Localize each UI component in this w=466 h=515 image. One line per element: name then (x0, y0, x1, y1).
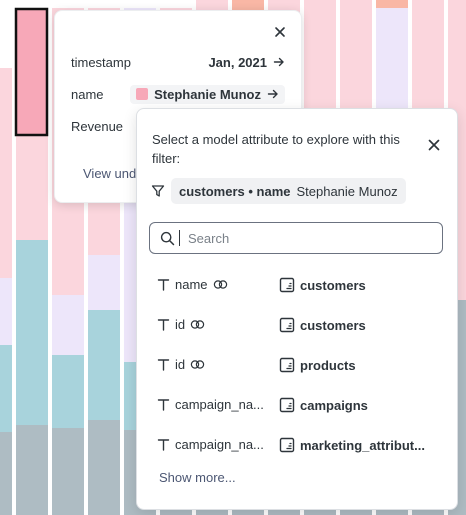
attribute-list-item[interactable]: id customers (137, 304, 457, 344)
attribute: campaign_na... (157, 437, 269, 452)
model-name: marketing_attribut... (300, 437, 425, 453)
attribute-list-item[interactable]: campaign_na... campaigns (137, 384, 457, 424)
filter-icon (151, 185, 165, 197)
link-icon (190, 360, 205, 369)
text-type-icon (157, 439, 170, 451)
show-more-link[interactable]: Show more... (159, 470, 236, 485)
attribute: name (157, 277, 269, 292)
tooltip-row-name: name Stephanie Munoz (71, 83, 285, 105)
model: customers (279, 277, 439, 293)
attribute: campaign_na... (157, 397, 269, 412)
tooltip-value-link[interactable]: Stephanie Munoz (130, 84, 285, 104)
model-name: customers (300, 317, 366, 333)
model: campaigns (279, 397, 439, 413)
tooltip-key: name (71, 86, 104, 102)
text-caret (179, 230, 180, 246)
bar-segment[interactable] (52, 355, 84, 428)
tooltip-value: Jan, 2021 (208, 54, 267, 70)
attribute: id (157, 317, 269, 332)
model: customers (279, 317, 439, 333)
close-icon[interactable] (427, 138, 441, 152)
tooltip-value: Stephanie Munoz (154, 86, 261, 102)
tooltip-value-link[interactable]: Jan, 2021 (208, 55, 285, 70)
bar-segment[interactable] (52, 428, 84, 515)
model: products (279, 357, 439, 373)
text-type-icon (157, 359, 170, 371)
bar-segment[interactable] (0, 432, 12, 515)
model-table-icon (279, 317, 295, 333)
model-name: campaigns (300, 397, 368, 413)
bar-segment[interactable] (88, 310, 120, 420)
bar-segment[interactable] (88, 420, 120, 515)
selected-bar-segment[interactable] (14, 7, 49, 137)
attribute: id (157, 357, 269, 372)
bar-segment[interactable] (0, 278, 12, 345)
tooltip-row-timestamp: timestamp Jan, 2021 (71, 51, 285, 73)
model-table-icon (279, 357, 295, 373)
model-name: customers (300, 277, 366, 293)
attribute-name: campaign_na... (175, 397, 264, 412)
attribute-name: campaign_na... (175, 437, 264, 452)
attribute-name: id (175, 357, 186, 372)
active-filter: customers • name Stephanie Munoz (151, 178, 406, 204)
series-color-swatch (136, 88, 149, 100)
tooltip-key: timestamp (71, 54, 131, 70)
bar-segment[interactable] (16, 240, 48, 425)
view-underlying-link[interactable]: View und (83, 166, 137, 181)
attribute-list-item[interactable]: name customers (137, 264, 457, 304)
filter-label: customers • name (179, 183, 291, 199)
filter-pill: customers • name Stephanie Munoz (171, 178, 406, 204)
explore-prompt: Select a model attribute to explore with… (152, 132, 400, 166)
text-type-icon (157, 319, 170, 331)
bar-segment[interactable] (52, 295, 84, 355)
filter-value: Stephanie Munoz (296, 183, 398, 199)
tooltip-key: Revenue (71, 118, 124, 134)
close-icon[interactable] (273, 25, 287, 39)
link-icon (190, 320, 205, 329)
arrow-right-icon (273, 57, 284, 67)
text-type-icon (157, 279, 170, 291)
attribute-name: id (175, 317, 186, 332)
bar-segment[interactable] (16, 425, 48, 515)
model: marketing_attribut... (279, 437, 439, 453)
attribute-name: name (175, 277, 208, 292)
explore-filter-popover: Select a model attribute to explore with… (136, 108, 458, 510)
bar-segment[interactable] (0, 345, 12, 432)
search-input[interactable] (186, 229, 430, 247)
text-type-icon (157, 399, 170, 411)
bar-segment[interactable] (376, 0, 408, 8)
attribute-list-item[interactable]: campaign_na... marketing_attribut... (137, 424, 457, 464)
link-icon (213, 280, 227, 289)
search-box[interactable] (149, 222, 443, 254)
model-table-icon (279, 397, 295, 413)
bar-segment[interactable] (88, 255, 120, 310)
bar-segment[interactable] (0, 68, 12, 278)
search-icon (160, 231, 175, 245)
model-table-icon (279, 437, 295, 453)
attribute-list: name customers id customers id products campai… (137, 264, 457, 464)
arrow-right-icon (267, 89, 278, 99)
model-name: products (300, 357, 356, 373)
model-table-icon (279, 277, 295, 293)
tooltip-row-revenue: Revenue (71, 115, 285, 137)
attribute-list-item[interactable]: id products (137, 344, 457, 384)
